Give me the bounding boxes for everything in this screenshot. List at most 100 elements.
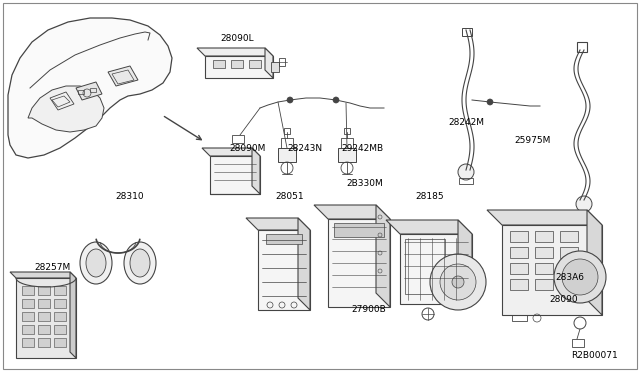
Polygon shape <box>587 210 602 315</box>
Bar <box>341 138 353 148</box>
Text: 28257M: 28257M <box>34 263 70 273</box>
Polygon shape <box>70 272 76 358</box>
Bar <box>512 315 527 321</box>
Bar <box>535 263 553 274</box>
Bar <box>535 231 553 242</box>
Bar <box>338 148 356 162</box>
Text: 28090M: 28090M <box>230 144 266 153</box>
Polygon shape <box>328 219 390 307</box>
Bar <box>510 247 528 258</box>
Polygon shape <box>8 18 172 158</box>
Polygon shape <box>487 210 602 225</box>
Ellipse shape <box>130 249 150 277</box>
Circle shape <box>287 97 293 103</box>
Text: 27900B: 27900B <box>351 305 387 314</box>
Bar <box>38 325 50 334</box>
Bar <box>231 60 243 68</box>
Bar <box>510 231 528 242</box>
Text: 28051: 28051 <box>276 192 304 201</box>
Bar <box>90 88 96 92</box>
Bar <box>560 247 578 258</box>
Polygon shape <box>458 220 472 304</box>
Bar <box>577 42 587 52</box>
Bar <box>22 299 34 308</box>
Bar <box>78 90 84 94</box>
Bar <box>271 62 279 72</box>
Circle shape <box>458 164 474 180</box>
Bar <box>54 325 66 334</box>
Ellipse shape <box>124 242 156 284</box>
Text: 28310: 28310 <box>116 192 144 201</box>
Text: 28243N: 28243N <box>287 144 323 153</box>
Bar <box>560 263 578 274</box>
Bar <box>266 234 302 244</box>
Polygon shape <box>376 205 390 307</box>
Bar <box>281 138 293 148</box>
Polygon shape <box>502 225 602 315</box>
Bar <box>510 279 528 290</box>
Circle shape <box>440 264 476 300</box>
Polygon shape <box>298 218 310 310</box>
Circle shape <box>554 251 606 303</box>
Bar <box>535 247 553 258</box>
Bar <box>54 286 66 295</box>
Text: 28185: 28185 <box>416 192 444 201</box>
Ellipse shape <box>86 249 106 277</box>
Bar <box>22 338 34 347</box>
Circle shape <box>562 259 598 295</box>
Polygon shape <box>205 56 273 78</box>
Bar <box>560 231 578 242</box>
Bar <box>405 239 445 294</box>
Bar <box>344 128 350 134</box>
Bar <box>54 338 66 347</box>
Bar <box>510 263 528 274</box>
Bar <box>284 128 290 134</box>
Bar <box>38 312 50 321</box>
Circle shape <box>430 254 486 310</box>
Polygon shape <box>10 272 76 278</box>
Polygon shape <box>108 66 138 86</box>
Bar <box>535 279 553 290</box>
Text: 283A6: 283A6 <box>556 273 584 282</box>
Polygon shape <box>386 220 472 234</box>
Text: 25975M: 25975M <box>515 135 551 144</box>
Polygon shape <box>202 148 260 156</box>
Text: 28090L: 28090L <box>220 33 254 42</box>
Bar <box>38 338 50 347</box>
Polygon shape <box>314 205 390 219</box>
Text: 29242MB: 29242MB <box>341 144 383 153</box>
Polygon shape <box>76 82 102 100</box>
Polygon shape <box>400 234 472 304</box>
Circle shape <box>333 97 339 103</box>
Bar <box>22 286 34 295</box>
Bar <box>334 223 384 237</box>
Bar <box>54 299 66 308</box>
Text: 28090: 28090 <box>550 295 579 305</box>
Polygon shape <box>252 148 260 194</box>
Bar <box>22 325 34 334</box>
Text: 28242M: 28242M <box>448 118 484 126</box>
Bar <box>22 312 34 321</box>
Polygon shape <box>28 86 104 132</box>
Polygon shape <box>258 230 310 310</box>
Polygon shape <box>210 156 260 194</box>
Bar <box>279 58 285 66</box>
Polygon shape <box>16 278 76 358</box>
Bar <box>249 60 261 68</box>
Circle shape <box>487 99 493 105</box>
Bar <box>560 279 578 290</box>
Polygon shape <box>246 218 310 230</box>
Text: R2B00071: R2B00071 <box>572 350 618 359</box>
Bar <box>572 339 584 347</box>
Bar <box>278 148 296 162</box>
Bar <box>54 312 66 321</box>
Bar <box>38 299 50 308</box>
Bar <box>38 286 50 295</box>
Bar <box>462 28 472 36</box>
Circle shape <box>576 196 592 212</box>
Ellipse shape <box>80 242 112 284</box>
Polygon shape <box>197 48 273 56</box>
Polygon shape <box>265 48 273 78</box>
Bar <box>213 60 225 68</box>
Text: 2B330M: 2B330M <box>347 179 383 187</box>
